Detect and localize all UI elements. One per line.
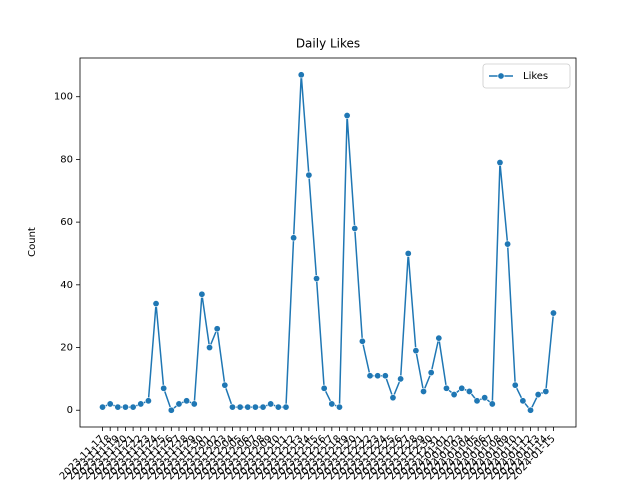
data-point (190, 400, 198, 408)
data-point (335, 403, 343, 411)
y-tick-label: 0 (67, 405, 73, 416)
data-point (404, 249, 412, 257)
data-point (259, 403, 267, 411)
data-point (206, 344, 214, 352)
data-point (397, 375, 405, 383)
data-point (534, 391, 542, 399)
data-point (542, 387, 550, 395)
plot-frame (79, 57, 577, 428)
data-point (114, 403, 122, 411)
legend-box (482, 63, 571, 89)
y-tick-label: 40 (60, 280, 73, 291)
data-point (152, 300, 160, 308)
data-point (129, 403, 137, 411)
data-point (290, 234, 298, 242)
data-point (251, 403, 259, 411)
data-point (282, 403, 290, 411)
data-point (121, 403, 129, 411)
data-point (137, 400, 145, 408)
y-tick-label: 100 (54, 92, 73, 103)
data-point (198, 290, 206, 298)
data-point (511, 381, 519, 389)
data-point (488, 400, 496, 408)
data-point (313, 275, 321, 283)
data-point (427, 369, 435, 377)
data-point (504, 240, 512, 248)
data-point (527, 406, 535, 414)
data-point (236, 403, 244, 411)
data-point (481, 394, 489, 402)
data-point (144, 397, 152, 405)
data-line (102, 74, 555, 412)
data-point (465, 387, 473, 395)
data-point (297, 71, 305, 79)
data-point (374, 372, 382, 380)
data-point (244, 403, 252, 411)
data-point (412, 347, 420, 355)
data-point (549, 309, 557, 317)
data-point (358, 337, 366, 345)
data-point (420, 387, 428, 395)
y-tick-label: 80 (60, 154, 73, 165)
data-point (435, 334, 443, 342)
data-point (183, 397, 191, 405)
data-point (320, 384, 328, 392)
data-point (496, 159, 504, 167)
data-point (160, 384, 168, 392)
data-point (305, 171, 313, 179)
data-point (351, 224, 359, 232)
data-point (221, 381, 229, 389)
data-point (106, 400, 114, 408)
legend-marker (497, 72, 505, 80)
data-point (167, 406, 175, 414)
data-point (381, 372, 389, 380)
data-point (473, 397, 481, 405)
data-point (519, 397, 527, 405)
data-point (99, 403, 107, 411)
y-tick-label: 20 (60, 343, 73, 354)
data-point (366, 372, 374, 380)
data-point (175, 400, 183, 408)
legend-label: Likes (523, 71, 548, 82)
data-point (274, 403, 282, 411)
data-point (343, 112, 351, 120)
data-point (458, 384, 466, 392)
y-axis-label: Count (27, 227, 38, 257)
data-point (389, 394, 397, 402)
y-tick-label: 60 (60, 217, 73, 228)
data-point (213, 325, 221, 333)
data-point (228, 403, 236, 411)
chart-title: Daily Likes (296, 37, 360, 51)
data-point (328, 400, 336, 408)
data-point (442, 384, 450, 392)
data-point (267, 400, 275, 408)
data-point (450, 391, 458, 399)
